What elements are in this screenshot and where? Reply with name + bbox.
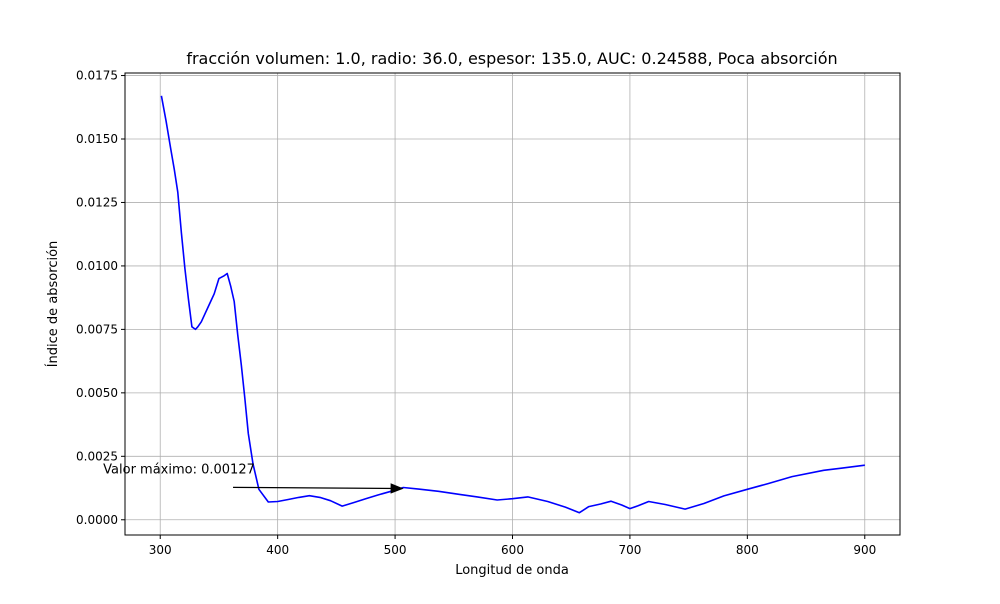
data-point <box>477 496 478 497</box>
y-tick-label: 0.0000 <box>76 513 118 527</box>
data-point <box>277 501 278 502</box>
data-point <box>377 495 378 496</box>
y-tick-label: 0.0050 <box>76 386 118 400</box>
data-point <box>547 501 548 502</box>
y-tick-label: 0.0125 <box>76 195 118 209</box>
data-point <box>319 497 320 498</box>
annotation-layer: Valor máximo: 0.00127 <box>103 462 404 494</box>
absorption-series-line <box>160 95 865 514</box>
data-point <box>309 495 310 496</box>
data-point <box>723 495 724 496</box>
data-point <box>629 508 630 509</box>
x-axis-label: Longitud de onda <box>455 563 569 578</box>
data-point <box>230 286 231 287</box>
x-tick-label: 300 <box>149 543 172 557</box>
data-point <box>227 273 228 274</box>
data-point <box>237 334 238 335</box>
chart-title: fracción volumen: 1.0, radio: 36.0, espe… <box>186 49 837 68</box>
data-point <box>512 498 513 499</box>
y-tick-label: 0.0150 <box>76 132 118 146</box>
data-point <box>747 489 748 490</box>
x-tick-label: 800 <box>736 543 759 557</box>
data-point <box>648 501 649 502</box>
data-point <box>588 506 589 507</box>
data-point <box>600 503 601 504</box>
data-point <box>258 489 259 490</box>
data-point <box>621 504 622 505</box>
data-point <box>638 505 639 506</box>
x-tick-label: 900 <box>853 543 876 557</box>
data-point <box>459 494 460 495</box>
x-tick-label: 600 <box>501 543 524 557</box>
data-point <box>527 496 528 497</box>
data-point <box>191 326 192 327</box>
y-tick-label: 0.0025 <box>76 449 118 463</box>
data-point <box>438 491 439 492</box>
data-point <box>565 507 566 508</box>
data-point <box>864 465 865 466</box>
data-point <box>579 512 580 513</box>
data-point <box>244 397 245 398</box>
data-point <box>204 314 205 315</box>
ticks-layer: 300 400 500 600 700 800 900 0.0000 0.0025 0.0050 0… <box>76 69 876 557</box>
data-point <box>161 95 162 96</box>
data-point <box>298 497 299 498</box>
data-point <box>170 149 171 150</box>
x-tick-label: 400 <box>266 543 289 557</box>
data-point <box>418 489 419 490</box>
data-point <box>403 487 404 488</box>
data-point <box>389 491 390 492</box>
data-point <box>209 303 210 304</box>
data-point <box>288 499 289 500</box>
data-point <box>497 499 498 500</box>
data-point <box>174 169 175 170</box>
data-point <box>611 501 612 502</box>
data-point <box>665 504 666 505</box>
data-point <box>685 509 686 510</box>
data-point <box>268 501 269 502</box>
data-point <box>166 121 167 122</box>
y-axis-label: Índice de absorción <box>45 241 61 368</box>
data-point <box>188 298 189 299</box>
data-point <box>177 192 178 193</box>
y-tick-label: 0.0100 <box>76 259 118 273</box>
data-point <box>214 293 215 294</box>
data-point <box>330 500 331 501</box>
data-point <box>223 276 224 277</box>
data-point <box>241 364 242 365</box>
data-point <box>823 470 824 471</box>
data-point <box>218 278 219 279</box>
x-tick-label: 500 <box>384 543 407 557</box>
data-point <box>234 301 235 302</box>
data-point <box>181 232 182 233</box>
data-point <box>791 476 792 477</box>
data-point <box>184 268 185 269</box>
annotation-arrow <box>233 483 404 494</box>
data-point <box>201 321 202 322</box>
annotation-label: Valor máximo: 0.00127 <box>103 462 255 477</box>
y-tick-label: 0.0075 <box>76 322 118 336</box>
data-layer <box>160 95 865 514</box>
data-point <box>342 506 343 507</box>
data-point <box>248 433 249 434</box>
data-point <box>197 326 198 327</box>
grid-layer <box>125 73 900 535</box>
data-point <box>195 329 196 330</box>
data-point <box>353 502 354 503</box>
y-tick-label: 0.0175 <box>76 69 118 83</box>
data-point <box>768 483 769 484</box>
x-tick-label: 700 <box>618 543 641 557</box>
data-point <box>841 468 842 469</box>
data-point <box>365 498 366 499</box>
data-point <box>703 503 704 504</box>
